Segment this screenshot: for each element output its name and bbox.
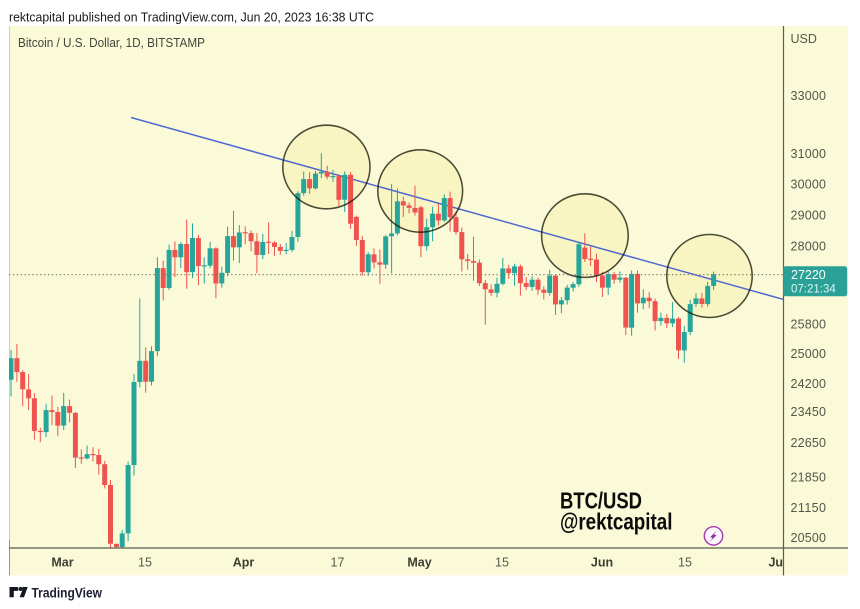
svg-text:15: 15 — [495, 556, 509, 570]
svg-text:24200: 24200 — [791, 377, 827, 391]
svg-text:Apr: Apr — [233, 556, 255, 570]
svg-text:USD: USD — [791, 32, 817, 46]
svg-text:Jun: Jun — [591, 556, 613, 570]
svg-text:23450: 23450 — [791, 405, 827, 419]
svg-text:17: 17 — [331, 556, 345, 570]
svg-text:31000: 31000 — [791, 147, 827, 161]
svg-text:rektcapital published on Tradi: rektcapital published on TradingView.com… — [9, 10, 374, 25]
svg-text:27220: 27220 — [791, 268, 826, 282]
svg-text:25000: 25000 — [791, 347, 827, 361]
svg-text:Bitcoin / U.S. Dollar, 1D, BIT: Bitcoin / U.S. Dollar, 1D, BITSTAMP — [18, 36, 205, 50]
svg-text:Mar: Mar — [51, 556, 73, 570]
svg-text:33000: 33000 — [791, 89, 827, 103]
svg-text:25800: 25800 — [791, 318, 827, 332]
svg-text:07:21:34: 07:21:34 — [791, 283, 836, 295]
svg-text:@rektcapital: @rektcapital — [560, 509, 673, 535]
svg-text:15: 15 — [138, 556, 152, 570]
svg-text:29000: 29000 — [791, 209, 827, 223]
svg-text:TradingView: TradingView — [32, 585, 103, 601]
svg-text:15: 15 — [678, 556, 692, 570]
svg-text:BTC/USD: BTC/USD — [560, 488, 642, 514]
svg-text:21850: 21850 — [791, 471, 827, 485]
svg-text:22650: 22650 — [791, 436, 827, 450]
svg-text:Jul: Jul — [768, 556, 786, 570]
svg-text:21150: 21150 — [791, 501, 827, 515]
svg-text:28000: 28000 — [791, 240, 827, 254]
svg-text:May: May — [407, 556, 431, 570]
svg-text:20500: 20500 — [791, 531, 827, 545]
svg-text:30000: 30000 — [791, 178, 827, 192]
